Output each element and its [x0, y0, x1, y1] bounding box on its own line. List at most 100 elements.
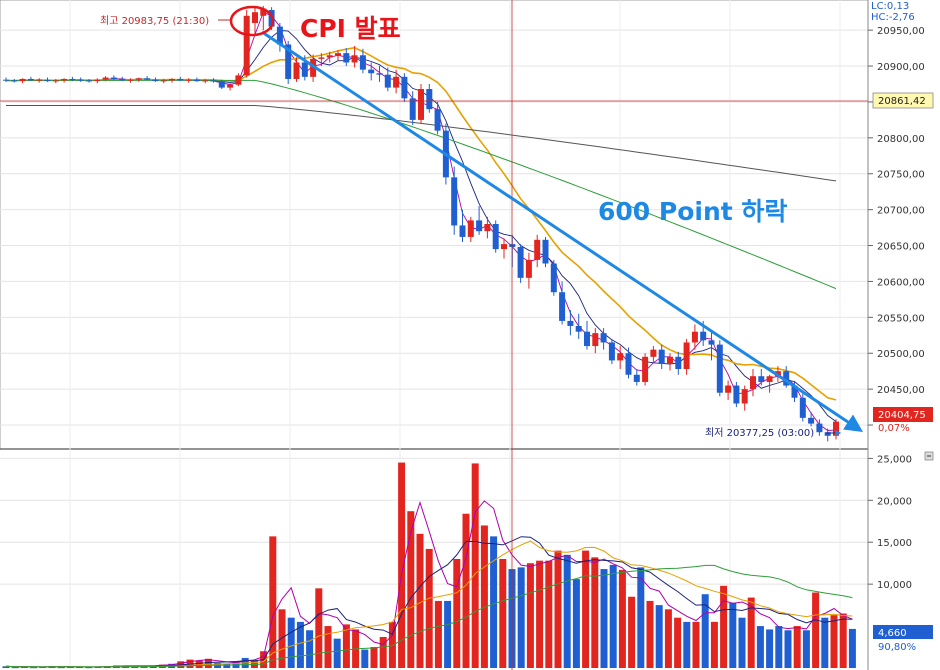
volume-pct-value: 90,80%: [878, 642, 916, 653]
volume-bar: [664, 609, 672, 668]
volume-bar: [57, 667, 65, 669]
candle-body: [716, 344, 723, 393]
candle-body: [791, 385, 798, 398]
candle-body: [19, 78, 26, 82]
volume-bar: [444, 600, 452, 668]
volume-bar: [131, 666, 139, 668]
candle-body: [243, 15, 250, 76]
volume-bar: [848, 628, 856, 668]
lc-value: LC:0,13: [871, 1, 909, 12]
volume-bar: [342, 624, 350, 668]
volume-bar: [554, 550, 562, 668]
volume-bar: [600, 569, 608, 668]
volume-bar: [683, 621, 691, 668]
candle-body: [642, 356, 649, 382]
current-price-value: 20861,42: [878, 96, 926, 107]
volume-bar: [20, 666, 28, 668]
price-tick-label: 20600,00: [877, 277, 925, 288]
volume-bar: [278, 609, 286, 668]
candle-body: [326, 55, 333, 58]
last-change-value: 0,07%: [878, 423, 910, 434]
candle-body: [368, 69, 375, 74]
candle-body: [351, 55, 358, 63]
annotation-overlay: CPI 발표 600 Point 하락 최고 20983,75 (21:30) …: [0, 0, 868, 670]
candle-body: [833, 421, 839, 436]
candle-body: [625, 353, 632, 375]
volume-bar: [398, 462, 406, 668]
candle-body: [285, 44, 292, 79]
candle-body: [658, 349, 665, 364]
candle-body: [318, 57, 325, 59]
cpi-annotation: CPI 발표: [300, 14, 401, 43]
price-tick-label: 20800,00: [877, 134, 925, 145]
candle-body: [426, 89, 433, 110]
volume-bar: [618, 569, 626, 668]
volume-bar: [490, 536, 498, 668]
candle-body: [633, 374, 640, 382]
volume-bar: [747, 597, 755, 668]
high-price-label: 최고 20983,75 (21:30): [100, 15, 209, 27]
volume-bar: [710, 621, 718, 668]
candle-body: [135, 78, 142, 80]
candle-body: [542, 239, 549, 264]
candle-body: [741, 389, 748, 404]
volume-bar: [471, 463, 479, 668]
volume-bar: [453, 559, 461, 668]
price-tick-label: 20900,00: [877, 62, 925, 73]
price-tick-label: 20750,00: [877, 170, 925, 181]
volume-bar: [462, 513, 470, 668]
candle-body: [575, 325, 582, 332]
candle-body: [227, 84, 234, 88]
volume-bar: [499, 559, 507, 668]
volume-bar: [223, 663, 231, 668]
volume-last-value: 4,660: [878, 628, 907, 639]
trend-arrow: [261, 30, 863, 432]
candle-body: [110, 77, 117, 79]
ma-long-line: [5, 46, 837, 401]
volume-bar: [379, 636, 387, 668]
volume-bar: [793, 626, 801, 668]
candle-body: [434, 109, 441, 131]
volume-bar: [738, 617, 746, 668]
volume-bar: [526, 563, 534, 668]
candle-body: [733, 385, 740, 404]
last-price-value: 20404,75: [878, 410, 926, 421]
volume-bar: [361, 649, 369, 668]
candle-body: [816, 423, 823, 433]
candle-body: [758, 376, 765, 382]
volume-bar: [287, 617, 295, 668]
candle-body: [691, 331, 698, 343]
candle-body: [683, 342, 690, 370]
volume-bar: [66, 666, 74, 668]
candle-body: [550, 263, 557, 293]
volume-bar: [646, 600, 654, 668]
value-badges: LC:0,13 HC:-2,76 20861,42 20404,75 0,07%…: [871, 1, 934, 653]
volume-bar: [830, 615, 838, 668]
candle-body: [617, 353, 624, 361]
candle-body: [260, 8, 267, 16]
candle-body: [276, 26, 283, 45]
volume-bar: [204, 658, 212, 668]
candle-body: [376, 73, 383, 75]
candle-body: [459, 225, 466, 237]
candle-body: [708, 340, 715, 345]
candle-body: [202, 80, 209, 82]
candle-body: [127, 79, 134, 81]
hc-value: HC:-2,76: [871, 12, 915, 23]
candle-body: [824, 432, 831, 436]
candle-body: [750, 376, 756, 390]
candle-body: [52, 80, 59, 82]
candle-body: [27, 78, 34, 81]
volume-bar: [572, 579, 580, 668]
candle-body: [525, 259, 532, 278]
candle-body: [235, 75, 242, 85]
volume-bar: [609, 564, 617, 668]
volume-last-badge: [873, 625, 933, 639]
volume-bar: [11, 667, 19, 669]
candle-body: [293, 62, 300, 79]
candle-body: [476, 220, 483, 232]
volume-bar: [701, 594, 709, 668]
